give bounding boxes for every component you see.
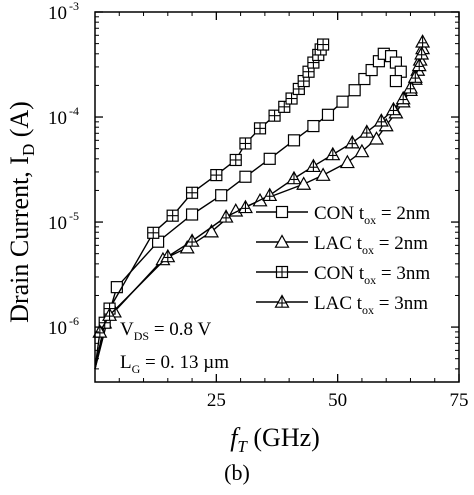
legend-label-2: CON tox = 3nm (314, 263, 430, 287)
series-1-point (315, 167, 331, 181)
series-0-point (348, 84, 361, 97)
series-3-point (102, 307, 118, 321)
series-2-point (210, 168, 223, 182)
series-3-point (411, 57, 427, 72)
series-0-point (287, 134, 301, 147)
series-3-point (305, 158, 321, 173)
series-0-point (336, 95, 349, 108)
series-0-point (389, 74, 403, 88)
series-2-point (278, 100, 291, 113)
y-tick-exp--3: -3 (69, 0, 79, 13)
series-3-point (325, 146, 341, 161)
series-1-point (354, 143, 370, 158)
series-3-point (92, 324, 108, 338)
series-3-point (385, 101, 401, 116)
series-2-point (253, 122, 267, 135)
legend: CON tox = 2nm LAC tox = 2nm CON tox = 3nm L… (256, 203, 430, 317)
series-3-point (395, 90, 411, 105)
series-2-point (147, 226, 160, 239)
plot-frame (94, 11, 460, 383)
y-tick-exp--5: -5 (69, 209, 79, 223)
x-tick-label-25: 25 (207, 390, 226, 411)
series-3-point (237, 199, 253, 214)
y-tick-exp--4: -4 (69, 104, 79, 118)
series-0-point (239, 170, 252, 183)
y-tick-label--3: 10 (48, 3, 67, 24)
series-0-point (110, 281, 123, 294)
series-0-point (307, 119, 320, 133)
series-0-point (185, 208, 199, 221)
series-layer (92, 34, 431, 370)
series-2-point (317, 38, 330, 51)
series-0-point (365, 63, 378, 77)
series-1-point (339, 154, 355, 169)
series-2-point (239, 137, 252, 150)
y-tick-exp--6: -6 (69, 314, 79, 328)
legend-label-3: LAC tox = 3nm (314, 293, 428, 317)
series-1-point (368, 131, 385, 145)
legend-marker-2 (275, 265, 289, 279)
annotation-lg: LG = 0. 13 µm (120, 352, 229, 376)
series-3-point (184, 233, 200, 247)
series-line-1 (94, 48, 424, 370)
series-2-point (268, 109, 281, 122)
series-2-point (229, 153, 242, 167)
series-3-point (414, 46, 430, 60)
series-0-point (321, 108, 335, 121)
panel-label: (b) (224, 460, 250, 485)
y-tick-label--4: 10 (48, 108, 67, 129)
series-3-point (286, 170, 302, 185)
series-2-point (285, 92, 298, 105)
x-tick-label-75: 75 (450, 390, 469, 411)
x-tick-label-50: 50 (328, 390, 347, 411)
series-3-point (407, 69, 423, 83)
series-0-point (358, 72, 371, 86)
series-0-point (215, 189, 228, 202)
y-tick-label--5: 10 (48, 213, 67, 234)
series-3-point (415, 34, 431, 48)
legend-marker-0 (275, 205, 289, 219)
x-axis-label: fT (GHz) (230, 423, 320, 455)
series-3-point (359, 124, 375, 138)
series-3-point (373, 113, 389, 127)
series-3-point (262, 187, 278, 202)
y-axis-label: Drain Current, ID (A) (5, 101, 38, 323)
legend-marker-1 (274, 234, 290, 248)
annotation-vds: VDS = 0.8 V (120, 319, 211, 343)
series-2-point (185, 186, 199, 199)
series-1-point (179, 239, 195, 254)
series-0-point (263, 152, 276, 165)
y-tick-label--6: 10 (48, 318, 67, 339)
legend-label-0: CON tox = 2nm (314, 203, 430, 227)
legend-marker-3 (274, 294, 290, 308)
series-3-point (402, 80, 418, 94)
series-3-point (160, 248, 176, 263)
legend-label-1: LAC tox = 2nm (314, 233, 428, 257)
series-1-point (203, 223, 219, 238)
series-3-point (218, 209, 234, 223)
series-3-point (344, 134, 360, 149)
series-2-point (166, 209, 179, 222)
